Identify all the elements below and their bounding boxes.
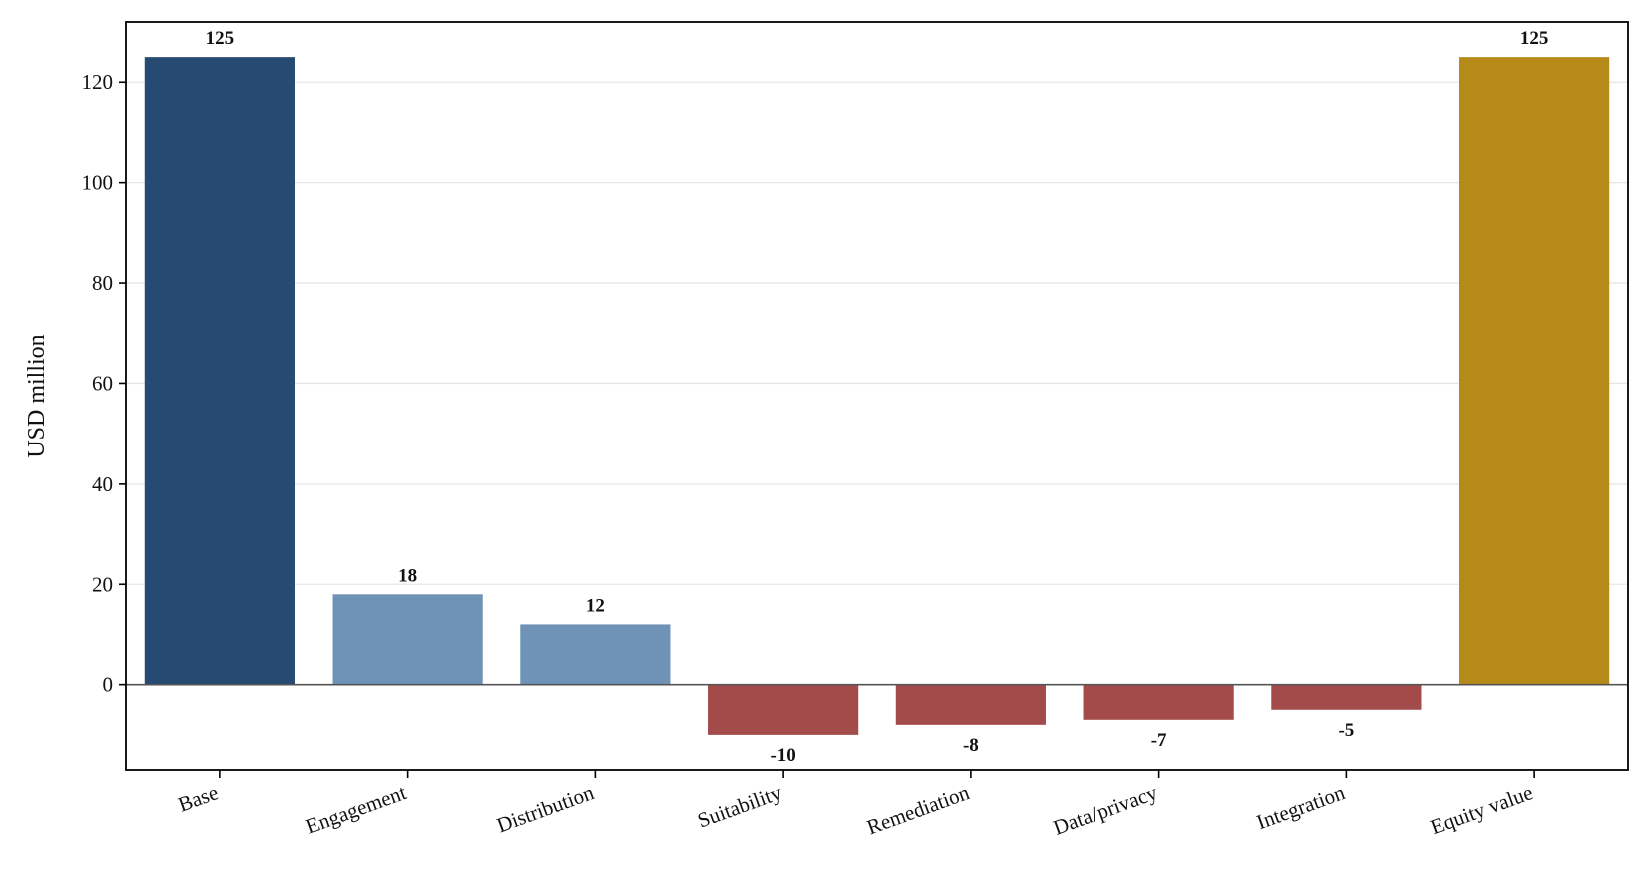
plot-frame [125, 21, 1629, 771]
data-label: -5 [1338, 720, 1354, 741]
y-tick-label: 40 [92, 472, 113, 496]
x-axis: Base Engagement Distribution Suitability Rem… [175, 770, 1536, 840]
x-tick-label: Equity value [1427, 780, 1536, 839]
data-label: 125 [1520, 28, 1549, 49]
bar [332, 594, 483, 685]
bar [895, 684, 1046, 725]
gridlines [126, 81, 1628, 686]
y-axis-title: USD million [24, 334, 50, 457]
bar [1459, 57, 1610, 685]
x-tick-label: Integration [1253, 780, 1348, 834]
data-label: 12 [586, 595, 605, 616]
y-tick-label: 120 [82, 70, 114, 94]
bar [144, 57, 295, 685]
bar [708, 684, 859, 735]
data-label: 125 [206, 28, 235, 49]
y-tick-label: 0 [103, 673, 114, 697]
y-tick-label: 100 [82, 171, 114, 195]
y-tick-label: 80 [92, 271, 113, 295]
x-tick-label: Distribution [493, 780, 597, 837]
bar [1271, 684, 1422, 710]
x-tick-label: Engagement [302, 780, 409, 839]
bars [144, 57, 1610, 735]
data-label: -7 [1151, 730, 1167, 751]
bar [1083, 684, 1234, 720]
x-tick-label: Suitability [694, 780, 785, 833]
x-tick-label: Data/privacy [1050, 780, 1161, 840]
x-tick-label: Base [175, 780, 222, 817]
x-tick-label: Remediation [864, 780, 974, 839]
y-tick-label: 60 [92, 371, 113, 395]
y-tick-label: 20 [92, 572, 113, 596]
data-label: -8 [963, 735, 979, 756]
y-axis: 0 20 40 60 80 100 120 [82, 70, 126, 697]
bar [520, 624, 671, 685]
data-labels: 125 18 12 -10 -8 -7 -5 125 [206, 28, 1549, 766]
data-label: 18 [398, 565, 417, 586]
data-label: -10 [770, 745, 795, 766]
